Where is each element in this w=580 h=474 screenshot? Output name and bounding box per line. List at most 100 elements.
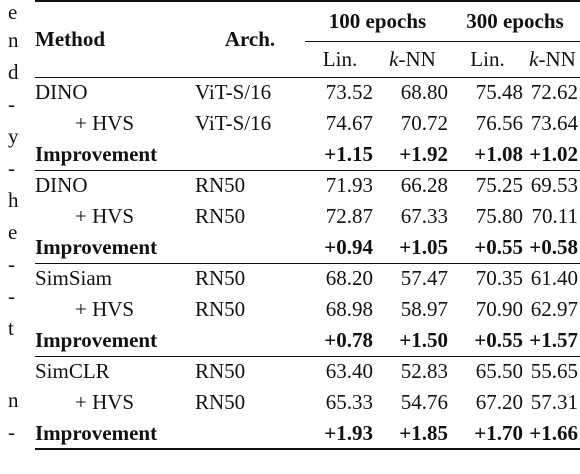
margin-fragment: - [8,420,15,444]
table-row-improvement: Improvement +0.78 +1.50 +0.55 +1.57 [35,325,580,356]
header-row-metrics: Lin. k-NN Lin. k-NN [35,40,580,77]
value-knn-100: +1.05 [399,234,448,259]
table-row-hvs: + HVS ViT-S/16 74.67 70.72 76.56 73.64 [35,108,580,139]
value-knn-300: 57.31 [530,390,578,414]
architecture: RN50 [195,297,246,321]
margin-fragment: n [8,28,19,52]
value-knn-100: 58.97 [400,297,448,321]
value-knn-300: +1.02 [529,141,578,166]
method-name: + HVS [75,204,135,228]
value-knn-100: 57.47 [375,262,450,294]
header-row-epochs: Method Arch. 100 epochs 300 epochs [35,0,580,77]
margin-fragment: t [8,316,14,340]
architecture: RN50 [195,355,305,387]
value-knn-300: 69.53 [525,169,580,201]
architecture: ViT-S/16 [195,76,305,108]
value-lin-300: 65.50 [450,355,525,387]
value-lin-100: +0.94 [324,234,373,259]
value-lin-300: +0.55 [474,234,523,259]
table-row-improvement: Improvement +1.15 +1.92 +1.08 +1.02 [35,139,580,170]
improvement-label: Improvement [35,234,158,259]
left-column-text-fragments: e n d - y - h e - - t n - [0,0,20,474]
value-lin-300: +1.70 [450,418,525,450]
value-knn-100: +1.85 [375,418,450,450]
table-row-hvs: + HVS RN50 65.33 54.76 67.20 57.31 [35,387,580,418]
value-lin-300: 75.25 [450,169,525,201]
value-lin-100: +0.78 [324,327,373,352]
margin-fragment: d [8,60,19,84]
margin-fragment: - [8,92,15,116]
method-name: DINO [35,76,195,108]
value-knn-300: 61.40 [525,262,580,294]
table-row-improvement: Improvement +0.94 +1.05 +0.55 +0.58 [35,232,580,263]
knn-k-italic: k [389,46,399,71]
value-knn-300: +1.57 [529,327,578,352]
value-knn-100: 66.28 [375,169,450,201]
architecture: RN50 [195,204,246,228]
margin-fragment: e [8,0,18,24]
value-knn-100: 70.72 [400,111,448,135]
header-knn-100: k-NN [375,40,450,77]
table-row-base: DINO RN50 71.93 66.28 75.25 69.53 [35,169,580,201]
margin-fragment: h [8,188,19,212]
value-lin-300: 70.35 [450,262,525,294]
header-knn-300: k-NN [525,40,580,77]
table-row-base: SimCLR RN50 63.40 52.83 65.50 55.65 [35,355,580,387]
value-knn-100: +1.50 [399,327,448,352]
architecture [195,139,305,170]
architecture [195,232,305,263]
margin-fragment: - [8,156,15,180]
method-name: + HVS [75,390,135,414]
header-lin-100: Lin. [305,40,375,77]
architecture: RN50 [195,390,246,414]
value-knn-300: 62.97 [530,297,578,321]
margin-fragment: n [8,388,19,412]
value-lin-100: 63.40 [305,355,375,387]
method-name: SimCLR [35,355,195,387]
value-knn-300: 55.65 [525,355,580,387]
margin-fragment: - [8,252,15,276]
value-knn-300: +0.58 [529,234,578,259]
architecture: RN50 [195,169,305,201]
value-lin-300: +1.08 [474,141,523,166]
results-table: Method Arch. 100 epochs 300 epochs Lin. … [35,0,580,450]
value-lin-100: 74.67 [325,111,373,135]
value-lin-100: 68.98 [325,297,373,321]
table-row-base: DINO ViT-S/16 73.52 68.80 75.48 72.62 [35,76,580,108]
margin-fragment: y [8,124,19,148]
method-name: + HVS [75,111,135,135]
improvement-label: Improvement [35,141,158,166]
header-100-epochs: 100 epochs [305,0,450,41]
method-name: SimSiam [35,262,195,294]
knn-suffix: -NN [538,46,576,71]
architecture [195,325,305,356]
value-lin-100: 72.87 [325,204,373,228]
value-knn-300: 72.62 [525,76,580,108]
margin-fragment: e [8,220,18,244]
value-lin-100: 73.52 [305,76,375,108]
value-lin-300: 75.48 [450,76,525,108]
table-row-hvs: + HVS RN50 72.87 67.33 75.80 70.11 [35,201,580,232]
value-lin-300: +0.55 [474,327,523,352]
header-arch: Arch. [195,0,305,77]
value-knn-100: +1.92 [399,141,448,166]
value-lin-100: +1.15 [324,141,373,166]
header-lin-300: Lin. [450,40,525,77]
method-name: DINO [35,169,195,201]
table-row-hvs: + HVS RN50 68.98 58.97 70.90 62.97 [35,294,580,325]
value-knn-100: 67.33 [400,204,448,228]
header-300-epochs: 300 epochs [450,0,580,41]
value-knn-300: +1.66 [525,418,580,450]
method-name: + HVS [75,297,135,321]
value-knn-300: 70.11 [531,204,578,228]
table-row-base: SimSiam RN50 68.20 57.47 70.35 61.40 [35,262,580,294]
improvement-label: Improvement [35,327,158,352]
knn-k-italic: k [529,46,539,71]
value-lin-300: 76.56 [475,111,523,135]
value-knn-100: 68.80 [375,76,450,108]
value-lin-300: 75.80 [475,204,523,228]
header-method: Method [35,0,195,77]
table-row-improvement: Improvement +1.93 +1.85 +1.70 +1.66 [35,418,580,450]
value-knn-300: 73.64 [530,111,578,135]
architecture: ViT-S/16 [195,111,272,135]
